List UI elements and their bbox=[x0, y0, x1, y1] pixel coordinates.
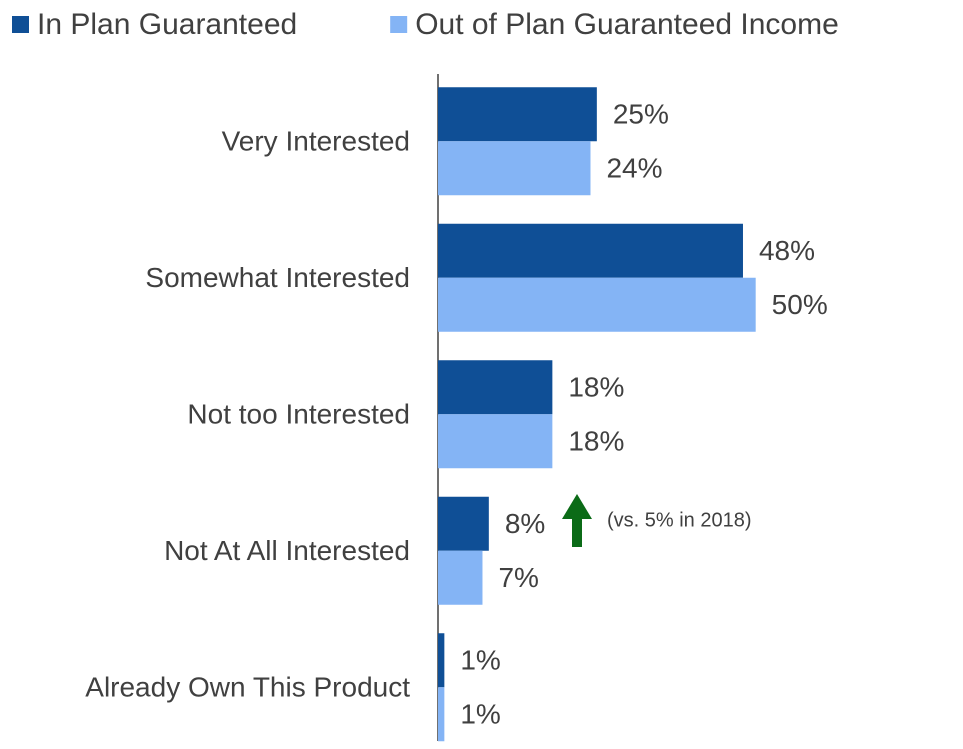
bar bbox=[438, 414, 553, 469]
value-label: 50% bbox=[772, 289, 828, 320]
bar bbox=[438, 633, 445, 688]
category-label: Not At All Interested bbox=[164, 535, 410, 566]
bar bbox=[438, 687, 445, 742]
legend-swatch bbox=[390, 16, 408, 33]
legend-label: Out of Plan Guaranteed Income bbox=[415, 8, 839, 41]
value-label: 8% bbox=[505, 508, 545, 539]
value-label: 18% bbox=[568, 372, 624, 403]
bar bbox=[438, 87, 597, 142]
bar bbox=[438, 277, 756, 332]
value-label: 1% bbox=[460, 699, 500, 730]
bar bbox=[438, 496, 489, 551]
value-label: 1% bbox=[460, 645, 500, 676]
value-label: 24% bbox=[606, 153, 662, 184]
bar bbox=[438, 141, 591, 196]
category-label: Already Own This Product bbox=[85, 672, 410, 703]
bar bbox=[438, 360, 553, 415]
category-label: Not too Interested bbox=[187, 399, 410, 430]
value-label: 25% bbox=[613, 99, 669, 130]
value-label: 18% bbox=[568, 426, 624, 457]
bar bbox=[438, 550, 483, 605]
legend-swatch bbox=[12, 16, 29, 33]
bar bbox=[438, 223, 743, 278]
annotation: (vs. 5% in 2018) bbox=[607, 509, 752, 531]
category-label: Somewhat Interested bbox=[145, 262, 410, 293]
legend-label: In Plan Guaranteed bbox=[37, 8, 297, 41]
value-label: 48% bbox=[759, 235, 815, 266]
value-label: 7% bbox=[498, 562, 538, 593]
category-label: Very Interested bbox=[222, 126, 410, 157]
up-arrow bbox=[562, 494, 592, 547]
